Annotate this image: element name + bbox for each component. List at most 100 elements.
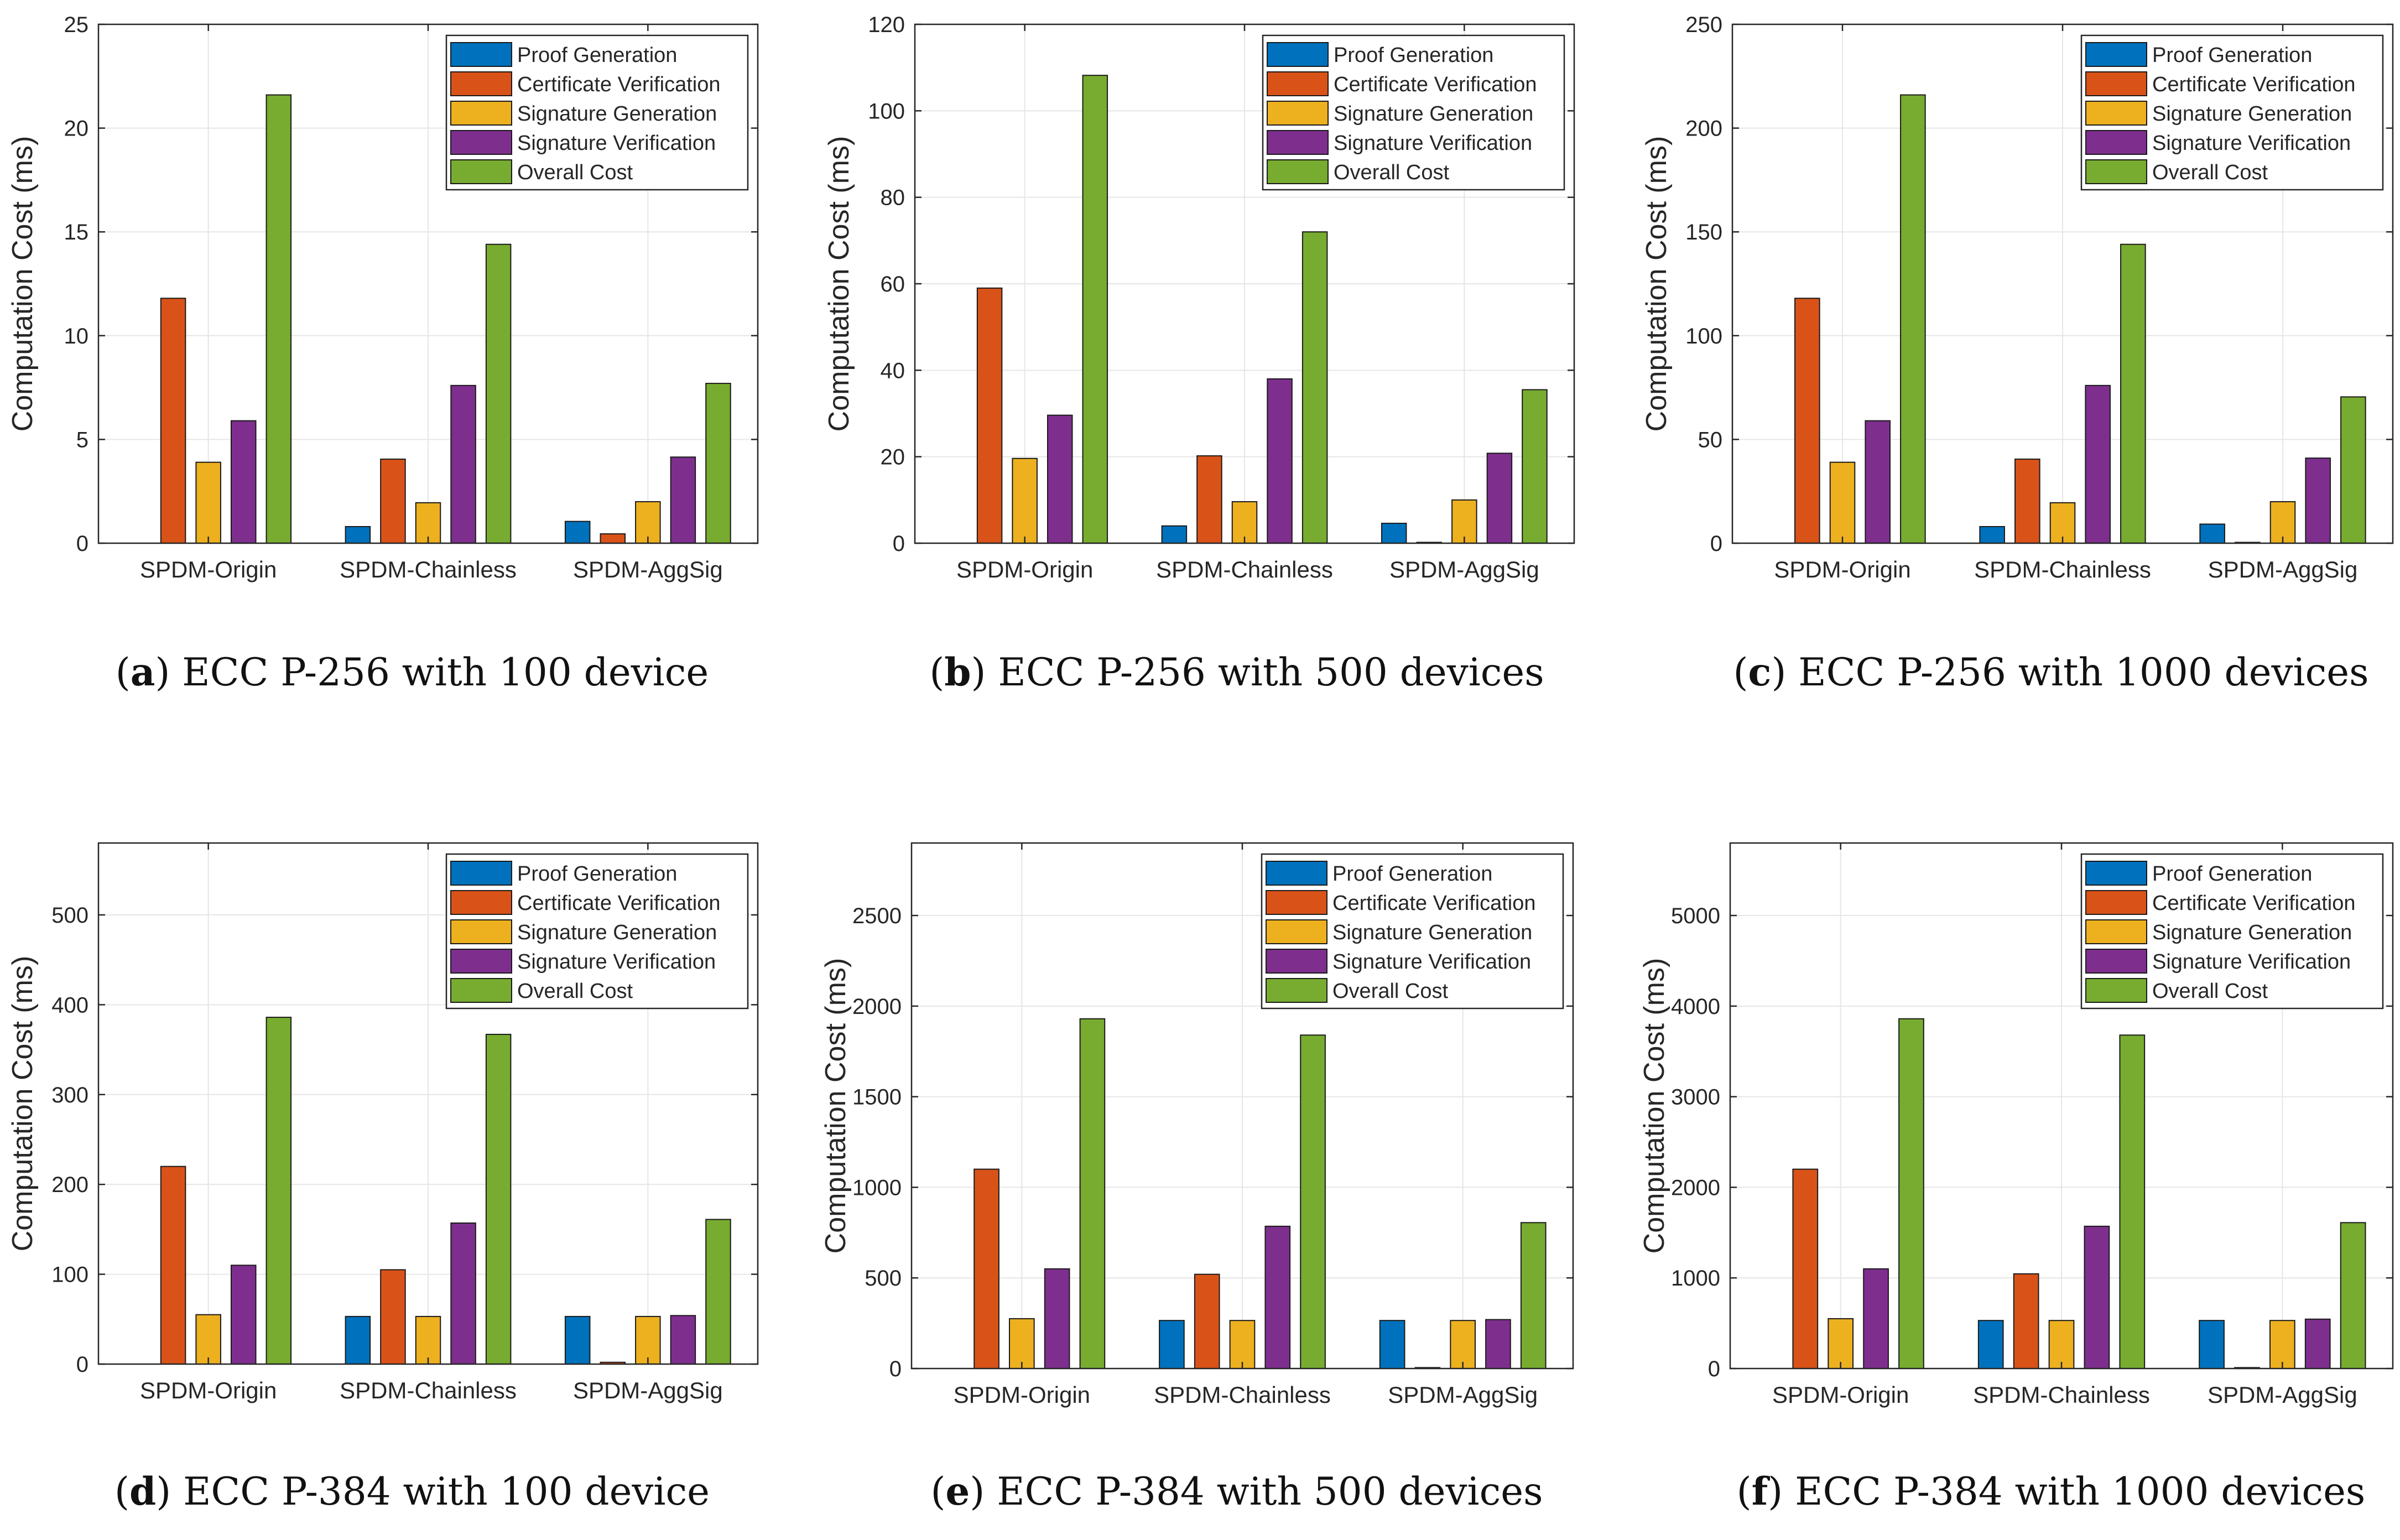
- bar-overall-cost: [1898, 1018, 1924, 1370]
- x-tick-label: SPDM-Chainless: [1154, 1382, 1331, 1408]
- bar-signature-verification: [670, 456, 696, 544]
- bar-signature-generation: [2269, 501, 2296, 544]
- bar-overall-cost: [2120, 243, 2146, 544]
- legend-label: Overall Cost: [1332, 980, 1448, 1003]
- bar-overall-cost: [1522, 389, 1548, 544]
- bar-signature-generation: [1009, 1318, 1035, 1370]
- legend-swatch: [2085, 42, 2147, 67]
- y-tick-label: 1000: [1671, 1266, 1720, 1291]
- bar-signature-verification: [2085, 384, 2111, 544]
- legend-label: Certificate Verification: [1334, 73, 1537, 96]
- legend-label: Certificate Verification: [2152, 892, 2356, 915]
- legend-label: Proof Generation: [2152, 44, 2312, 67]
- y-tick-label: 20: [881, 445, 905, 470]
- x-tick-label: SPDM-Origin: [1774, 556, 1910, 582]
- y-tick-label: 120: [868, 13, 905, 37]
- bar-certificate-verification: [1196, 455, 1222, 544]
- bar-certificate-verification: [976, 287, 1003, 544]
- bar-proof-generation: [345, 526, 371, 544]
- y-tick-label: 0: [76, 532, 88, 556]
- y-tick-label: 300: [51, 1083, 88, 1107]
- bar-signature-verification: [2084, 1225, 2110, 1369]
- legend-swatch: [2085, 919, 2147, 944]
- x-tick-label: SPDM-Chainless: [340, 556, 517, 582]
- y-tick-label: 100: [1685, 324, 1722, 348]
- caption-letter: d: [129, 1469, 157, 1514]
- legend-swatch: [2085, 949, 2147, 974]
- y-tick-label: 25: [64, 13, 89, 37]
- y-tick-label: 0: [1708, 1357, 1720, 1381]
- caption-letter: e: [945, 1469, 970, 1514]
- chart-panel-a: 0 5 10 15 20 25 SPDM-Origin SPDM-Chainless SPDM-…: [7, 13, 759, 582]
- caption-letter: c: [1748, 650, 1772, 695]
- legend: Proof Generation Certificate Verification…: [445, 853, 749, 1010]
- bar-signature-verification: [1486, 452, 1513, 544]
- legend-label: Signature Verification: [2152, 950, 2351, 974]
- bar-proof-generation: [2199, 523, 2225, 544]
- y-tick-label: 50: [1698, 428, 1723, 452]
- bar-signature-generation: [635, 1315, 661, 1365]
- legend-swatch: [450, 978, 512, 1003]
- bar-signature-verification: [670, 1315, 696, 1365]
- caption-a: (a) ECC P-256 with 100 device: [115, 650, 709, 695]
- y-tick-label: 200: [51, 1173, 88, 1197]
- bar-signature-verification: [2305, 457, 2331, 544]
- bar-certificate-verification: [1792, 1168, 1819, 1370]
- legend-swatch: [1267, 101, 1329, 126]
- x-tick-label: SPDM-Origin: [1772, 1382, 1909, 1408]
- legend-label: Signature Generation: [1334, 102, 1533, 126]
- legend-swatch: [2085, 101, 2147, 126]
- legend-label: Proof Generation: [1334, 44, 1493, 67]
- y-axis-label: Computation Cost (ms): [1638, 958, 1670, 1254]
- bar-overall-cost: [2340, 396, 2366, 544]
- caption-b: (b) ECC P-256 with 500 devices: [929, 650, 1544, 695]
- y-tick-label: 500: [51, 903, 88, 928]
- bar-signature-generation: [2048, 1320, 2075, 1370]
- bar-signature-verification: [230, 420, 257, 544]
- bar-signature-verification: [1865, 420, 1891, 544]
- y-tick-label: 10: [64, 324, 89, 348]
- legend-swatch: [450, 101, 512, 126]
- caption-f: (f) ECC P-384 with 1000 devices: [1736, 1469, 2366, 1514]
- bar-signature-generation: [195, 1314, 221, 1365]
- bar-signature-verification: [1267, 378, 1293, 544]
- x-tick-label: SPDM-Chainless: [340, 1377, 517, 1403]
- legend-swatch: [2085, 861, 2147, 886]
- legend-label: Signature Verification: [1332, 950, 1531, 974]
- x-tick-label: SPDM-Chainless: [1156, 556, 1333, 582]
- legend-label: Signature Generation: [2152, 921, 2352, 944]
- legend-swatch: [1266, 890, 1327, 915]
- caption-letter: f: [1751, 1469, 1768, 1514]
- y-axis-label: Computation Cost (ms): [7, 956, 39, 1252]
- y-tick-label: 0: [889, 1357, 902, 1381]
- chart-panel-f: 0 1000 2000 3000 4000 5000 SPDM-Origin SPDM-Cha…: [1638, 842, 2394, 1408]
- chart-panel-c: 0 50 100 150 200 250 SPDM-Origin SPDM-Chainless…: [1641, 13, 2394, 582]
- legend-label: Certificate Verification: [517, 892, 721, 915]
- x-tick-label: SPDM-Origin: [956, 556, 1093, 582]
- caption-letter: a: [130, 650, 155, 695]
- bar-proof-generation: [1379, 1320, 1405, 1370]
- x-tick-label: SPDM-AggSig: [1389, 556, 1539, 582]
- bar-overall-cost: [1079, 1018, 1106, 1370]
- chart-panel-e: 0 500 1000 1500 2000 2500 SPDM-Origin SPDM-Chai…: [820, 842, 1574, 1408]
- legend-label: Certificate Verification: [2152, 73, 2356, 96]
- x-tick-label: SPDM-Chainless: [1974, 556, 2151, 582]
- legend-swatch: [450, 919, 512, 944]
- bar-overall-cost: [1301, 231, 1328, 544]
- legend-label: Signature Generation: [517, 102, 717, 126]
- y-tick-label: 1500: [852, 1085, 902, 1110]
- bar-signature-generation: [1012, 457, 1038, 544]
- y-tick-label: 0: [893, 532, 905, 556]
- legend-swatch: [1267, 130, 1329, 155]
- x-tick-label: SPDM-Origin: [954, 1382, 1090, 1408]
- bar-signature-verification: [1264, 1225, 1291, 1369]
- y-tick-label: 250: [1685, 13, 1722, 37]
- bar-signature-verification: [1047, 414, 1073, 544]
- legend-label: Certificate Verification: [517, 73, 721, 96]
- y-axis-label: Computation Cost (ms): [7, 136, 39, 432]
- legend-label: Signature Generation: [517, 921, 717, 944]
- bar-proof-generation: [1977, 1320, 2004, 1370]
- bar-signature-verification: [450, 384, 476, 544]
- bar-overall-cost: [1520, 1222, 1547, 1370]
- bar-certificate-verification: [380, 1269, 406, 1365]
